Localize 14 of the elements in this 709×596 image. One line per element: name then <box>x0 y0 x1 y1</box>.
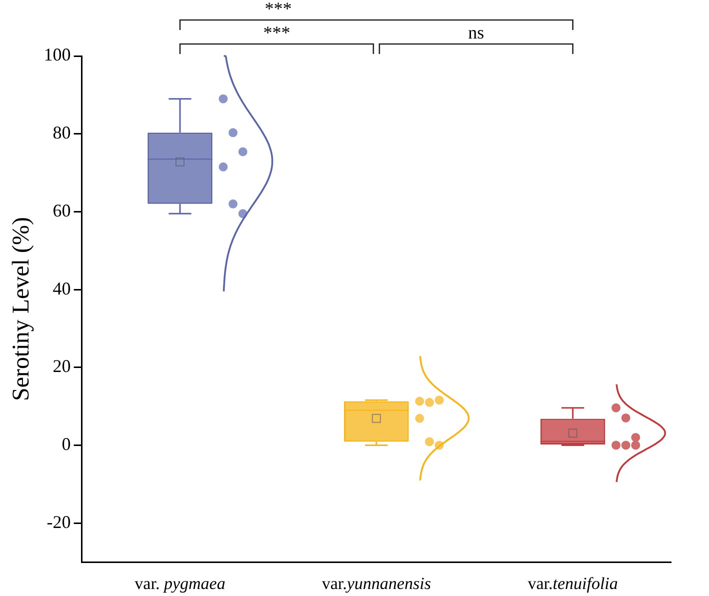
y-tick-label: 80 <box>52 122 71 143</box>
text: *** <box>263 22 290 43</box>
text: ns <box>468 22 484 43</box>
y-axis-title: Serotiny Level (%) <box>8 217 35 401</box>
x-tick-label: var. pygmaea <box>134 574 226 593</box>
text: *** <box>264 0 292 19</box>
y-tick-label: 60 <box>52 200 71 220</box>
x-tick-label: var.yunnanensis <box>322 574 432 593</box>
y-tick-label: 0 <box>62 434 71 454</box>
x-tick-label: var.tenuifolia <box>528 574 618 593</box>
y-tick-label: 40 <box>52 278 71 298</box>
y-tick-label: 20 <box>52 356 71 376</box>
y-tick-label: 100 <box>44 44 71 65</box>
y-tick-label: -20 <box>46 512 71 532</box>
